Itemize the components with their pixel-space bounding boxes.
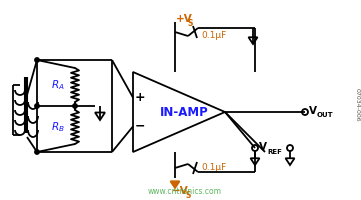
- Polygon shape: [170, 181, 179, 188]
- Text: 0.1μF: 0.1μF: [201, 164, 226, 172]
- Text: +V: +V: [176, 14, 193, 24]
- Text: V: V: [309, 106, 317, 116]
- Text: −V: −V: [172, 186, 189, 196]
- Text: S: S: [185, 191, 190, 200]
- Text: $R_B$: $R_B$: [51, 120, 65, 134]
- Text: −: −: [135, 120, 145, 133]
- Text: OUT: OUT: [317, 112, 334, 118]
- Circle shape: [35, 104, 39, 108]
- Circle shape: [35, 150, 39, 154]
- Circle shape: [35, 58, 39, 62]
- Text: www.cntronics.com: www.cntronics.com: [148, 188, 222, 196]
- Text: 07034-006: 07034-006: [355, 88, 360, 122]
- Text: 0.1μF: 0.1μF: [201, 31, 226, 40]
- Text: IN-AMP: IN-AMP: [160, 106, 208, 118]
- Text: +: +: [135, 91, 145, 104]
- Text: $R_A$: $R_A$: [51, 78, 65, 92]
- Polygon shape: [133, 72, 225, 152]
- Text: REF: REF: [267, 149, 282, 155]
- Text: V: V: [259, 142, 267, 152]
- Circle shape: [73, 104, 77, 108]
- Text: S: S: [187, 19, 192, 28]
